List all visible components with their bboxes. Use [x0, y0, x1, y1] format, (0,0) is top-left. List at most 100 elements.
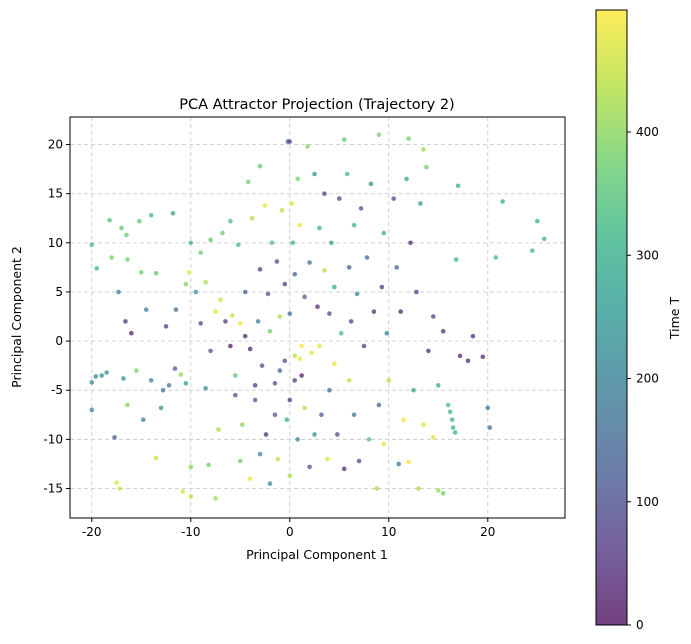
data-point	[315, 304, 320, 309]
data-point	[421, 422, 426, 427]
data-point	[376, 402, 382, 408]
x-tick-label: -10	[181, 525, 201, 539]
data-point	[262, 203, 268, 208]
data-point	[206, 462, 211, 468]
data-point	[257, 267, 263, 272]
data-point	[297, 222, 302, 228]
data-point	[265, 291, 271, 297]
data-point	[319, 412, 324, 418]
data-point	[297, 356, 302, 362]
x-tick-label: -20	[82, 525, 102, 539]
data-point	[435, 488, 441, 493]
data-point	[351, 412, 357, 418]
data-point	[137, 218, 142, 224]
data-point	[252, 383, 258, 388]
data-point	[411, 387, 416, 393]
data-point	[89, 242, 95, 248]
data-point	[487, 425, 493, 430]
data-point	[344, 171, 350, 177]
data-point	[295, 176, 301, 182]
data-point	[203, 279, 208, 285]
data-point	[336, 196, 342, 201]
data-point	[208, 237, 213, 243]
data-point	[117, 486, 122, 491]
data-point	[541, 236, 547, 242]
data-point	[379, 284, 385, 290]
data-point	[447, 409, 453, 415]
data-point	[287, 139, 293, 144]
data-point	[267, 481, 273, 486]
colorbar-frame	[595, 9, 628, 626]
data-point	[312, 171, 317, 177]
data-point	[279, 208, 285, 213]
data-point	[530, 248, 535, 253]
x-tick-label: 0	[286, 525, 294, 539]
data-point	[305, 144, 310, 149]
data-point	[287, 311, 293, 316]
y-axis-label: Principal Component 2	[9, 246, 24, 388]
data-point	[257, 451, 263, 457]
data-point	[263, 432, 269, 437]
data-point	[416, 486, 421, 491]
colorbar-tick-label: 400	[636, 125, 659, 139]
data-point	[445, 402, 451, 408]
plot-area-frame	[69, 116, 566, 519]
data-point	[465, 358, 471, 364]
data-point	[452, 430, 458, 435]
data-point	[274, 259, 280, 264]
data-point	[123, 319, 128, 324]
data-point	[295, 437, 301, 442]
data-point	[242, 333, 248, 339]
data-point	[129, 330, 134, 336]
data-point	[322, 268, 327, 273]
data-point	[348, 319, 354, 324]
data-point	[404, 176, 409, 182]
data-point	[287, 473, 293, 479]
data-point	[302, 294, 307, 300]
data-point	[421, 147, 426, 152]
data-point	[317, 225, 322, 231]
data-point	[242, 289, 248, 295]
data-points	[89, 132, 547, 501]
y-tick-label: 20	[48, 138, 63, 152]
data-point	[188, 464, 194, 470]
data-point	[346, 265, 352, 270]
data-point	[239, 422, 245, 427]
data-point	[247, 476, 253, 481]
data-point	[109, 255, 114, 260]
data-point	[299, 373, 304, 378]
data-point	[289, 201, 295, 206]
data-point	[401, 417, 406, 423]
data-point	[384, 330, 390, 336]
data-point	[121, 376, 126, 381]
data-point	[198, 250, 203, 255]
data-point	[327, 387, 332, 393]
data-point	[233, 392, 238, 398]
data-point	[354, 291, 360, 297]
data-point	[287, 397, 293, 403]
data-point	[269, 240, 275, 246]
data-point	[431, 314, 436, 319]
data-point	[125, 402, 130, 408]
data-point	[178, 372, 184, 377]
data-point	[148, 378, 154, 383]
colorbar: 0 100 200 300 400 Time T	[595, 9, 682, 632]
data-point	[317, 343, 322, 349]
data-point	[237, 458, 243, 464]
data-point	[325, 456, 330, 462]
data-point	[183, 281, 189, 287]
data-point	[332, 284, 337, 290]
data-point	[282, 358, 288, 364]
data-point	[116, 289, 121, 295]
data-point	[180, 489, 186, 494]
data-point	[257, 163, 263, 169]
colorbar-label: Time T	[667, 297, 682, 341]
data-point	[114, 480, 119, 485]
data-point	[329, 240, 334, 246]
data-point	[341, 137, 347, 142]
data-point	[453, 257, 459, 262]
data-point	[391, 196, 397, 201]
data-point	[153, 270, 159, 276]
grid-lines	[70, 117, 565, 518]
data-point	[435, 383, 441, 388]
